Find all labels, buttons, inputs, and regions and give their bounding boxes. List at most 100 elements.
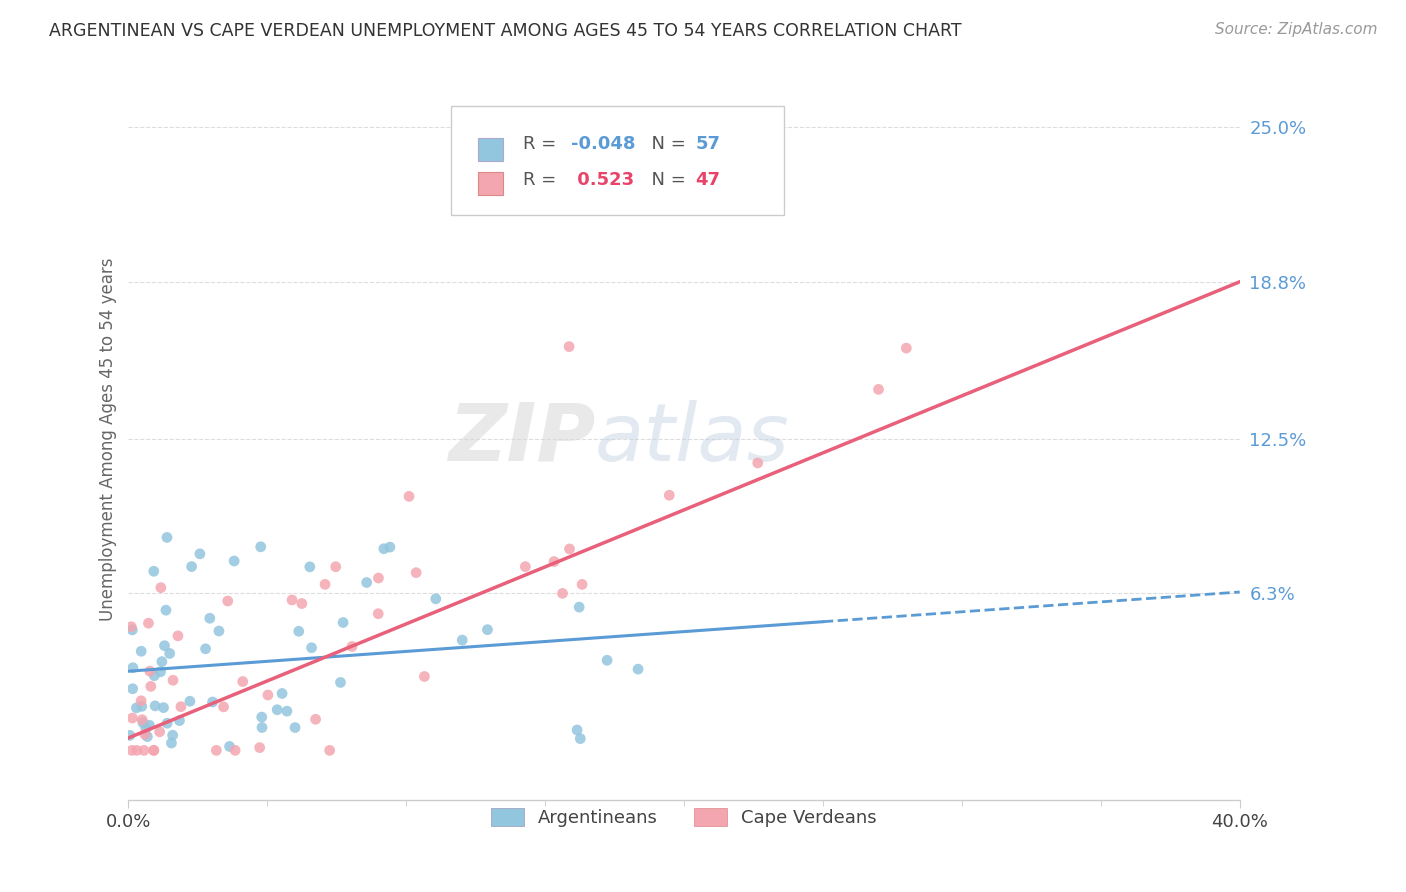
Point: [571, 577, 593, 591]
Point: [314, 577, 336, 591]
Point: [132, 715, 155, 730]
Point: [134, 727, 156, 741]
Point: [118, 728, 141, 742]
Point: [558, 541, 581, 556]
Point: [138, 718, 160, 732]
Point: [188, 547, 211, 561]
Text: ARGENTINEAN VS CAPE VERDEAN UNEMPLOYMENT AMONG AGES 45 TO 54 YEARS CORRELATION C: ARGENTINEAN VS CAPE VERDEAN UNEMPLOYMENT…: [49, 22, 962, 40]
Point: [212, 699, 235, 714]
Point: [257, 688, 280, 702]
Point: [143, 668, 166, 682]
Text: Source: ZipAtlas.com: Source: ZipAtlas.com: [1215, 22, 1378, 37]
Point: [121, 623, 143, 637]
Point: [224, 743, 246, 757]
Point: [217, 594, 239, 608]
Point: [373, 541, 395, 556]
Point: [129, 694, 152, 708]
Point: [138, 616, 160, 631]
Point: [224, 554, 246, 568]
Point: [194, 641, 217, 656]
Point: [425, 591, 447, 606]
Point: [125, 701, 148, 715]
Point: [142, 564, 165, 578]
Point: [318, 743, 340, 757]
Point: [162, 673, 184, 688]
Point: [121, 743, 143, 757]
Text: 0.523: 0.523: [571, 171, 634, 189]
Point: [142, 743, 165, 757]
Text: 57: 57: [695, 135, 720, 153]
Point: [159, 647, 181, 661]
Point: [367, 571, 389, 585]
Text: N =: N =: [640, 171, 692, 189]
Point: [627, 662, 650, 676]
Point: [250, 721, 273, 735]
Y-axis label: Unemployment Among Ages 45 to 54 years: Unemployment Among Ages 45 to 54 years: [100, 257, 117, 621]
Point: [125, 743, 148, 757]
Point: [150, 655, 173, 669]
Point: [596, 653, 619, 667]
Point: [249, 540, 271, 554]
Point: [569, 731, 592, 746]
Point: [250, 710, 273, 724]
Point: [284, 721, 307, 735]
Point: [156, 530, 179, 544]
Point: [169, 714, 191, 728]
Point: [340, 640, 363, 654]
Point: [156, 716, 179, 731]
FancyBboxPatch shape: [478, 138, 503, 161]
Point: [543, 555, 565, 569]
Point: [367, 607, 389, 621]
Point: [287, 624, 309, 639]
Text: R =: R =: [523, 171, 562, 189]
Text: -0.048: -0.048: [571, 135, 636, 153]
Point: [218, 739, 240, 754]
Point: [142, 743, 165, 757]
Point: [139, 664, 162, 678]
Point: [413, 669, 436, 683]
Point: [515, 559, 537, 574]
Point: [332, 615, 354, 630]
Point: [143, 698, 166, 713]
Text: R =: R =: [523, 135, 562, 153]
Point: [136, 730, 159, 744]
Point: [281, 593, 304, 607]
Point: [291, 597, 314, 611]
Point: [565, 723, 588, 737]
Point: [155, 603, 177, 617]
Point: [271, 686, 294, 700]
Point: [198, 611, 221, 625]
Point: [868, 383, 890, 397]
Point: [558, 340, 581, 354]
FancyBboxPatch shape: [451, 106, 785, 215]
Point: [405, 566, 427, 580]
Point: [896, 341, 918, 355]
Point: [747, 456, 769, 470]
Point: [149, 665, 172, 679]
Point: [208, 624, 231, 638]
Point: [378, 540, 401, 554]
Point: [301, 640, 323, 655]
Legend: Argentineans, Cape Verdeans: Argentineans, Cape Verdeans: [484, 801, 884, 835]
Point: [356, 575, 378, 590]
Point: [180, 559, 202, 574]
Point: [329, 675, 352, 690]
Text: N =: N =: [640, 135, 692, 153]
Point: [121, 711, 143, 725]
Point: [179, 694, 201, 708]
Point: [167, 629, 190, 643]
FancyBboxPatch shape: [478, 172, 503, 194]
Point: [152, 700, 174, 714]
Point: [170, 699, 193, 714]
Point: [120, 620, 142, 634]
Point: [149, 724, 172, 739]
Point: [205, 743, 228, 757]
Point: [298, 559, 321, 574]
Point: [232, 674, 254, 689]
Point: [131, 699, 153, 714]
Point: [132, 743, 155, 757]
Point: [276, 704, 298, 718]
Point: [304, 712, 326, 726]
Point: [249, 740, 271, 755]
Text: atlas: atlas: [595, 400, 790, 478]
